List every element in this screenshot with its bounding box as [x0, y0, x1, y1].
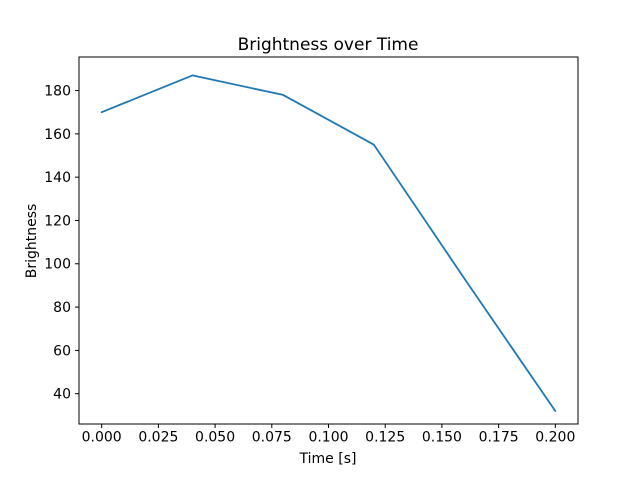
y-tick-label: 140	[44, 170, 71, 186]
y-axis-label: Brightness	[24, 203, 40, 279]
y-tick-label: 80	[53, 300, 71, 316]
data-line	[100, 74, 557, 412]
y-tick-label: 180	[44, 83, 71, 99]
chart-title: Brightness over Time	[237, 35, 419, 55]
y-tick-label: 160	[44, 127, 71, 143]
x-tick-label: 0.100	[308, 430, 348, 446]
x-tick-label: 0.000	[82, 430, 122, 446]
y-tick-label: 40	[53, 387, 71, 403]
x-axis-label: Time [s]	[299, 451, 357, 467]
x-tick-label: 0.075	[252, 430, 292, 446]
x-tick-label: 0.150	[422, 430, 462, 446]
x-tick-label: 0.125	[365, 430, 405, 446]
y-tick-label: 60	[53, 343, 71, 359]
y-tick-label: 100	[44, 257, 71, 273]
x-tick-label: 0.050	[195, 430, 235, 446]
y-tick-label: 120	[44, 213, 71, 229]
x-tick-label: 0.025	[138, 430, 178, 446]
x-tick-label: 0.175	[479, 430, 519, 446]
plot-border	[78, 56, 579, 425]
x-tick-label: 0.200	[535, 430, 575, 446]
